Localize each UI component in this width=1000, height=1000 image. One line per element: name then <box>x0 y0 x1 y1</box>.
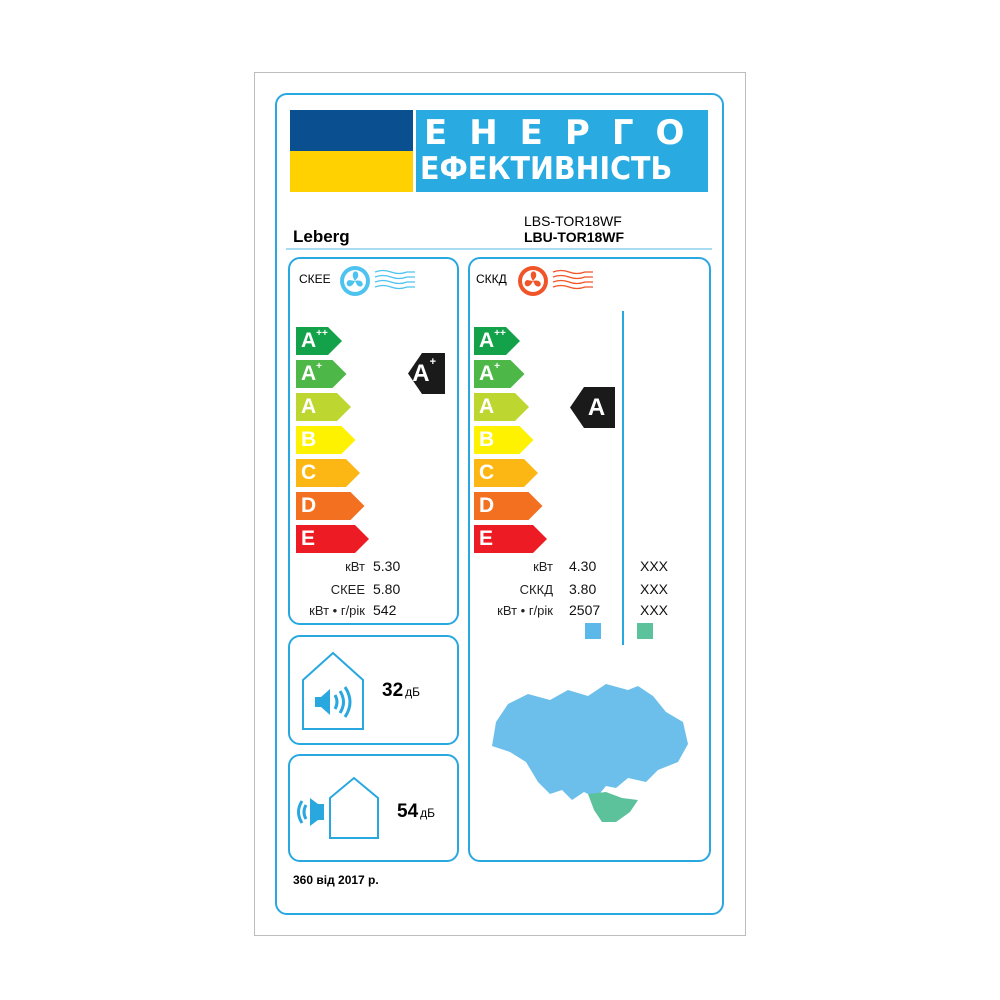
title-line1: ЕНЕРГО <box>424 113 707 153</box>
ukraine-map <box>492 684 688 822</box>
title-banner: ЕНЕРГО ЕФЕКТИВНІСТЬ <box>416 110 708 192</box>
label-border <box>254 72 746 936</box>
model-outdoor: LBU-TOR18WF <box>524 229 625 245</box>
fan-cool-icon <box>340 266 415 296</box>
title-line2: ЕФЕКТИВНІСТЬ <box>420 151 673 187</box>
scop-value2: XXX <box>640 581 669 597</box>
heating-label: СККД <box>476 272 507 286</box>
indoor-noise-value: 32 дБ <box>382 680 421 701</box>
outdoor-noise-icon <box>297 776 379 839</box>
fan-heat-icon <box>518 266 593 296</box>
heating-power-label: кВт <box>533 559 553 574</box>
cooling-scale-arrow-3: B <box>296 426 356 454</box>
cooling-scale-arrow-6: E <box>296 525 369 553</box>
divider <box>286 248 712 250</box>
heating-scale-arrow-4: C <box>474 459 538 487</box>
heating-scale-arrow-3: B <box>474 426 534 454</box>
cooling-scale-arrow-4: C <box>296 459 360 487</box>
cooling-panel <box>288 257 459 625</box>
zone-average-swatch <box>585 623 601 639</box>
heating-scale-arrow-6: E <box>474 525 547 553</box>
regulation-footer: 360 від 2017 р. <box>293 873 379 887</box>
model-indoor: LBS-TOR18WF <box>524 213 622 229</box>
heating-power-value: 4.30 <box>569 558 597 574</box>
outdoor-noise-panel <box>288 754 459 862</box>
indoor-noise-icon <box>302 651 364 730</box>
zone-warm-swatch <box>637 623 653 639</box>
cooling-annual-label: кВт • г/рік <box>309 603 365 618</box>
heating-annual-label: кВт • г/рік <box>497 603 553 618</box>
heating-scale-arrow-5: D <box>474 492 543 520</box>
heating-power-value2: XXX <box>640 558 669 574</box>
scop-value: 3.80 <box>569 581 597 597</box>
cooling-label: СКЕЕ <box>299 272 331 286</box>
label-frame <box>275 93 724 915</box>
cooling-scale-arrow-5: D <box>296 492 365 520</box>
scop-label: СККД <box>519 582 553 597</box>
cooling-power-label: кВт <box>345 559 365 574</box>
flag-blue <box>290 110 413 151</box>
heating-annual-value2: XXX <box>640 602 669 618</box>
heating-annual-value: 2507 <box>569 602 601 618</box>
heating-panel <box>468 257 711 862</box>
seer-value: 5.80 <box>373 581 401 597</box>
brand-name: Leberg <box>293 227 350 246</box>
outdoor-noise-value: 54 дБ <box>397 801 436 822</box>
zone-divider <box>622 311 624 645</box>
flag-yellow <box>290 151 413 192</box>
cooling-power-value: 5.30 <box>373 558 401 574</box>
indoor-noise-panel <box>288 635 459 745</box>
cooling-annual-value: 542 <box>373 602 397 618</box>
seer-label: СКЕЕ <box>330 582 365 597</box>
